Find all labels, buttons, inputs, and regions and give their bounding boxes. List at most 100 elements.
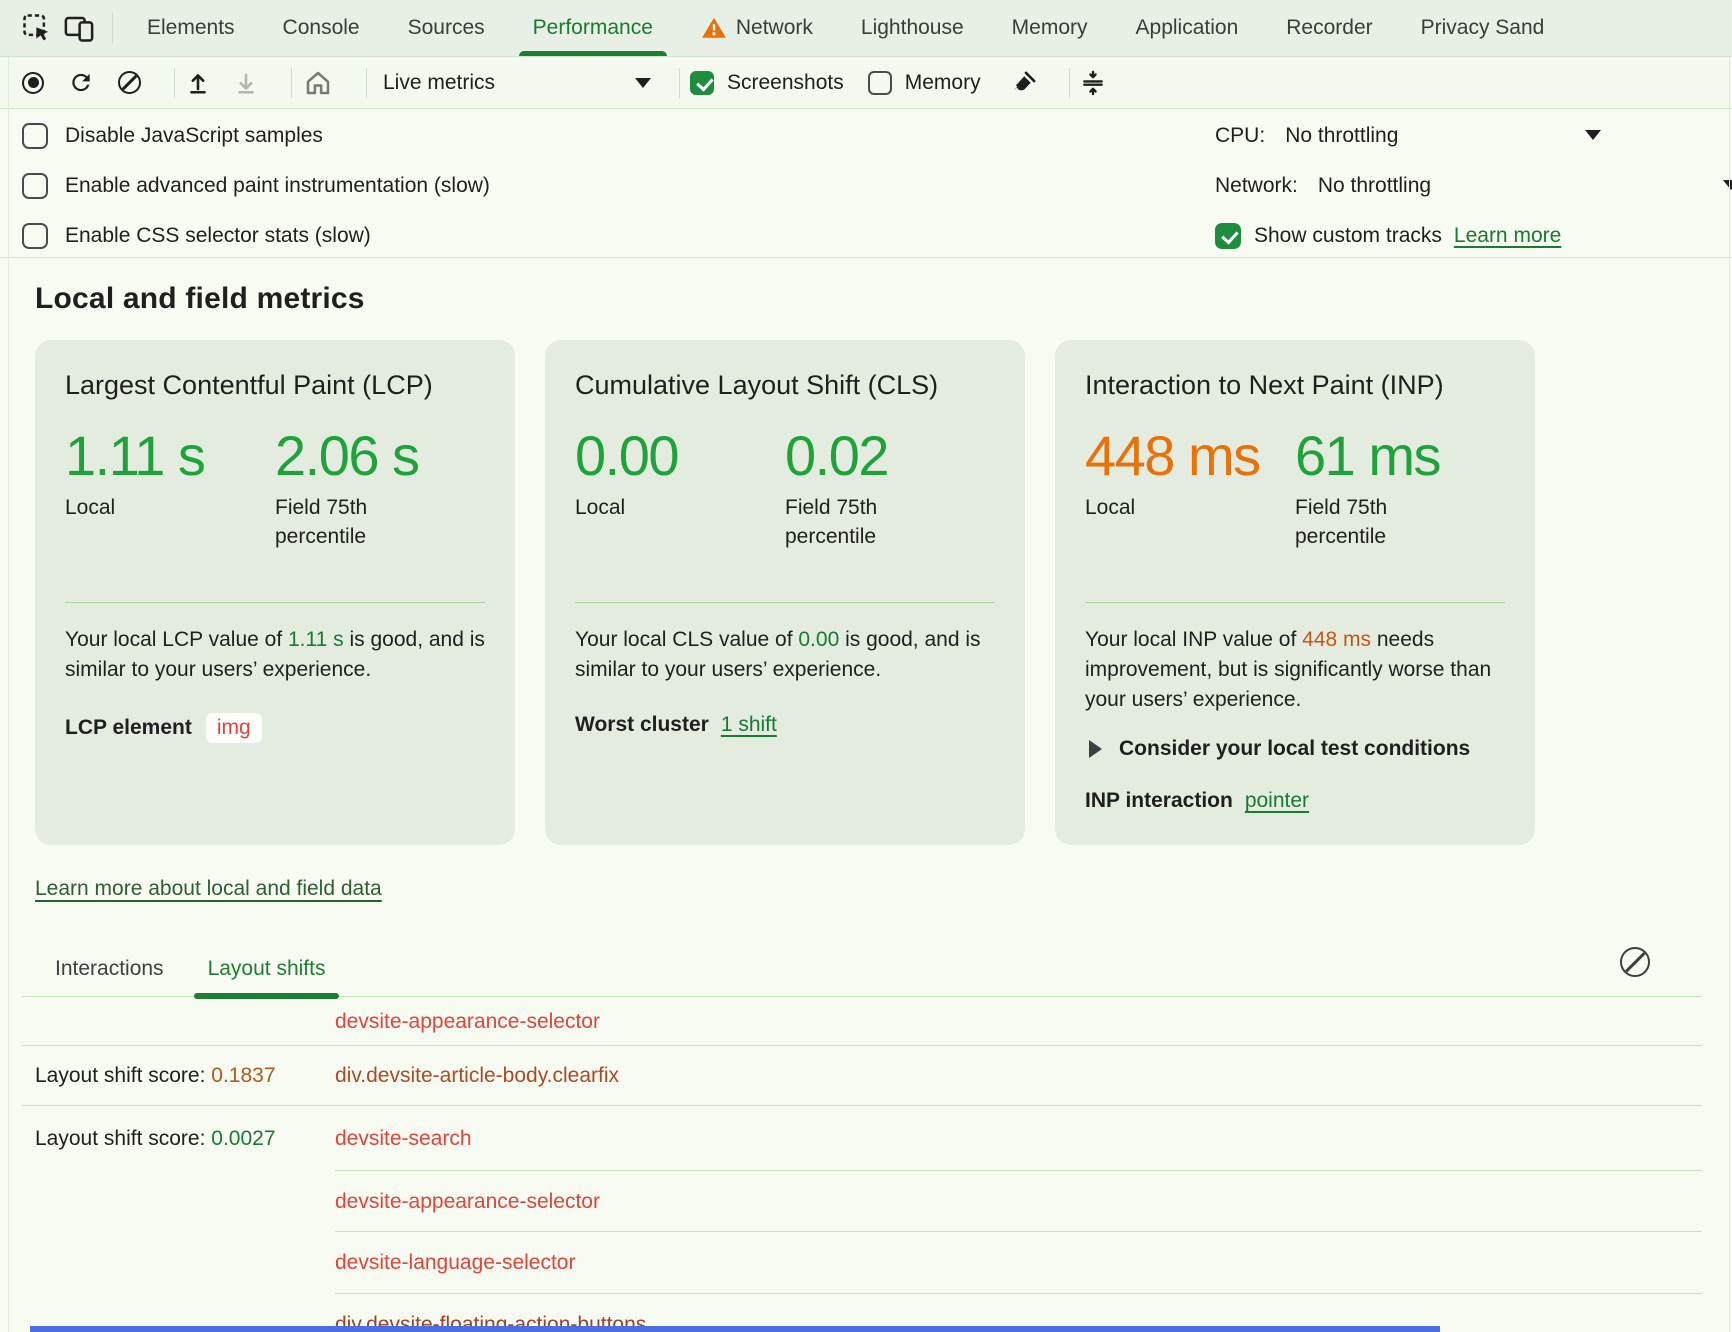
card-title: Interaction to Next Paint (INP) — [1085, 370, 1444, 400]
home-button[interactable] — [302, 68, 334, 98]
throttling-controls: CPU: No throttling Network: No throttlin… — [1215, 121, 1732, 251]
collapse-button[interactable] — [1080, 68, 1106, 98]
tab-performance[interactable]: Performance — [509, 0, 677, 56]
history-dropdown[interactable]: Live metrics — [377, 71, 665, 95]
performance-toolbar: Live metrics Screenshots Memory — [0, 57, 1732, 109]
custom-tracks-label: Show custom tracks — [1254, 224, 1442, 247]
local-label: Local — [65, 496, 116, 520]
inp-card: Interaction to Next Paint (INP) 448 ms L… — [1055, 340, 1535, 845]
card-footer: Worst cluster 1 shift — [575, 713, 995, 737]
layout-shift-row: Layout shift score: 0.1837 div.devsite-a… — [22, 1046, 1702, 1106]
shift-selector-link[interactable]: devsite-language-selector — [335, 1251, 576, 1274]
desc-text: Your local INP value of — [1085, 628, 1303, 651]
inspect-icon[interactable] — [18, 9, 56, 47]
tab-interactions[interactable]: Interactions — [55, 957, 164, 980]
inp-interaction-link[interactable]: pointer — [1244, 789, 1310, 813]
tab-privacy-sandbox[interactable]: Privacy Sand — [1397, 0, 1569, 56]
checkbox-unchecked-icon[interactable] — [22, 123, 48, 149]
checkbox-checked-icon[interactable] — [690, 70, 714, 95]
field-value: 0.02 — [785, 424, 890, 487]
field-metric: 0.02 Field 75th percentile — [785, 427, 995, 602]
desc-text: is good, and is similar to your users’ e… — [575, 628, 981, 682]
learn-more-field-data-link[interactable]: Learn more about local and field data — [35, 877, 382, 900]
field-label: Field 75th percentile — [275, 496, 368, 549]
score-value: 0.0027 — [211, 1126, 276, 1150]
memory-label: Memory — [904, 70, 981, 94]
layout-shift-row: devsite-language-selector — [22, 1232, 1702, 1294]
network-throttling-select[interactable]: Network: No throttling — [1215, 171, 1732, 201]
worst-cluster-link[interactable]: 1 shift — [720, 713, 777, 737]
tab-label: Recorder — [1286, 16, 1373, 39]
local-value: 1.11 s — [65, 424, 206, 487]
tab-recorder[interactable]: Recorder — [1262, 0, 1396, 56]
advanced-paint-toggle[interactable]: Enable advanced paint instrumentation (s… — [22, 171, 490, 201]
tab-console[interactable]: Console — [259, 0, 384, 56]
tab-label: Elements — [147, 16, 235, 39]
checkbox-unchecked-icon[interactable] — [22, 173, 48, 199]
network-value: No throttling — [1317, 174, 1432, 197]
divider — [174, 67, 175, 98]
tab-lighthouse[interactable]: Lighthouse — [837, 0, 988, 56]
save-profile-button[interactable] — [233, 68, 259, 98]
tab-label: Memory — [1011, 16, 1088, 39]
tab-network[interactable]: Network — [677, 0, 837, 56]
custom-tracks-row: Show custom tracks Learn more — [1215, 221, 1732, 251]
score-cell: Layout shift score: 0.0027 — [35, 1127, 322, 1151]
shift-selector-link[interactable]: devsite-appearance-selector — [335, 1009, 600, 1033]
checkbox-unchecked-icon[interactable] — [867, 70, 892, 95]
divider — [575, 602, 995, 603]
disable-js-samples-toggle[interactable]: Disable JavaScript samples — [22, 121, 490, 151]
card-footer: INP interaction pointer — [1085, 789, 1505, 813]
local-test-conditions-expander[interactable]: Consider your local test conditions — [1085, 737, 1505, 761]
tab-sources[interactable]: Sources — [384, 0, 509, 56]
tab-layout-shifts[interactable]: Layout shifts — [193, 957, 340, 999]
tab-application[interactable]: Application — [1112, 0, 1263, 56]
network-label: Network: — [1215, 174, 1298, 197]
brush-icon — [1013, 71, 1036, 91]
screenshots-label: Screenshots — [727, 70, 844, 94]
dropdown-caret-icon — [635, 77, 651, 88]
tab-memory[interactable]: Memory — [988, 0, 1112, 56]
option-label: Enable advanced paint instrumentation (s… — [65, 174, 490, 197]
record-button[interactable] — [20, 68, 46, 98]
checkbox-checked-icon[interactable] — [1215, 223, 1241, 249]
shift-selector-link[interactable]: devsite-appearance-selector — [335, 1189, 600, 1213]
score-label: Layout shift score: — [35, 1064, 212, 1087]
memory-toggle[interactable]: Memory — [867, 70, 981, 95]
collapse-icon — [1082, 70, 1103, 95]
lcp-element-chip[interactable]: img — [205, 713, 262, 744]
tab-label: Network — [735, 16, 813, 39]
screenshots-toggle[interactable]: Screenshots — [690, 70, 844, 95]
card-title: Largest Contentful Paint (LCP) — [65, 370, 433, 400]
shift-selector-link[interactable]: devsite-search — [335, 1126, 472, 1150]
field-metric: 2.06 s Field 75th percentile — [275, 427, 485, 602]
layout-shift-row: devsite-appearance-selector — [22, 1171, 1702, 1232]
clear-button[interactable] — [116, 68, 142, 98]
score-value: 0.1837 — [211, 1064, 276, 1087]
local-metric: 448 ms Local — [1085, 427, 1295, 602]
load-profile-button[interactable] — [185, 68, 211, 98]
cpu-value: No throttling — [1285, 124, 1399, 147]
tab-elements[interactable]: Elements — [123, 0, 259, 56]
footer-label: LCP element — [65, 716, 192, 740]
warning-icon — [701, 15, 727, 41]
divider — [1068, 67, 1070, 98]
device-toolbar-icon[interactable] — [60, 9, 98, 47]
custom-tracks-learn-more-link[interactable]: Learn more — [1453, 224, 1562, 247]
checkbox-unchecked-icon[interactable] — [22, 223, 48, 249]
desc-value: 448 ms — [1302, 628, 1372, 651]
cpu-label: CPU: — [1215, 124, 1266, 147]
css-selector-stats-toggle[interactable]: Enable CSS selector stats (slow) — [22, 221, 490, 251]
expand-triangle-icon — [1089, 740, 1102, 759]
clear-log-icon[interactable] — [1620, 947, 1650, 977]
layout-shift-row: devsite-appearance-selector — [22, 997, 1702, 1046]
metric-cards: Largest Contentful Paint (LCP) 1.11 s Lo… — [35, 340, 1732, 845]
gc-button[interactable] — [1011, 68, 1037, 98]
cpu-throttling-select[interactable]: CPU: No throttling — [1215, 121, 1732, 151]
option-label: Disable JavaScript samples — [65, 124, 323, 147]
show-custom-tracks-toggle[interactable]: Show custom tracks — [1215, 221, 1442, 251]
reload-and-record-button[interactable] — [68, 68, 94, 98]
lcp-card: Largest Contentful Paint (LCP) 1.11 s Lo… — [35, 340, 515, 845]
shift-selector-link[interactable]: div.devsite-article-body.clearfix — [335, 1064, 619, 1087]
